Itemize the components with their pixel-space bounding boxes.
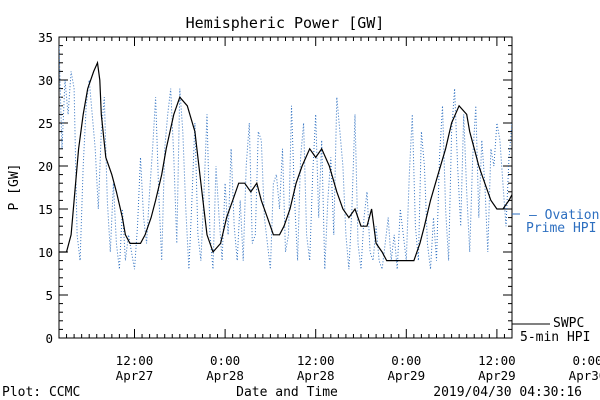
series-ovation-prime-line <box>59 45 512 270</box>
y-tick-label: 30 <box>38 73 53 88</box>
plot-source: Plot: CCMC <box>2 385 80 400</box>
x-tick-time-label: 0:00 <box>572 353 600 368</box>
y-axis-label: P [GW] <box>7 164 22 211</box>
legend-ovation: — Ovation Prime HPI <box>512 208 599 236</box>
y-tick-label: 15 <box>38 202 53 217</box>
series-swpc-line <box>59 60 512 262</box>
y-tick-label: 0 <box>45 331 53 346</box>
x-tick-time-label: 0:00 <box>210 353 240 368</box>
legend-ovation-line2: Prime HPI <box>526 221 596 236</box>
x-axis-ticks: 12:00Apr270:00Apr2812:00Apr280:00Apr2912… <box>58 37 600 383</box>
x-tick-time-label: 12:00 <box>297 353 335 368</box>
legend-swpc: SWPC 5-min HPI <box>512 316 590 345</box>
x-tick-time-label: 12:00 <box>478 353 516 368</box>
timestamp: 2019/04/30 04:30:16 <box>433 385 582 400</box>
legend-ovation-line1: — Ovation <box>529 208 599 223</box>
x-tick-date-label: Apr29 <box>387 368 425 383</box>
x-tick-time-label: 12:00 <box>116 353 154 368</box>
x-tick-date-label: Apr28 <box>297 368 335 383</box>
plot-area-frame <box>58 36 513 339</box>
x-tick-date-label: Apr30 <box>569 368 600 383</box>
series-layer <box>59 45 512 270</box>
y-tick-label: 5 <box>45 288 53 303</box>
x-tick-time-label: 0:00 <box>391 353 421 368</box>
y-tick-label: 10 <box>38 245 53 260</box>
x-tick-date-label: Apr29 <box>478 368 516 383</box>
legend-swpc-line1: SWPC <box>553 316 584 331</box>
x-tick-date-label: Apr27 <box>116 368 154 383</box>
y-axis-ticks: 0 5 10 15 20 25 30 35 <box>38 30 512 346</box>
chart-title: Hemispheric Power [GW] <box>186 14 385 32</box>
x-tick-date-label: Apr28 <box>206 368 244 383</box>
y-tick-label: 20 <box>38 159 53 174</box>
x-axis-label: Date and Time <box>236 385 338 400</box>
y-tick-label: 25 <box>38 116 53 131</box>
y-tick-label: 35 <box>38 30 53 45</box>
legend-swpc-line2: 5-min HPI <box>520 330 590 345</box>
